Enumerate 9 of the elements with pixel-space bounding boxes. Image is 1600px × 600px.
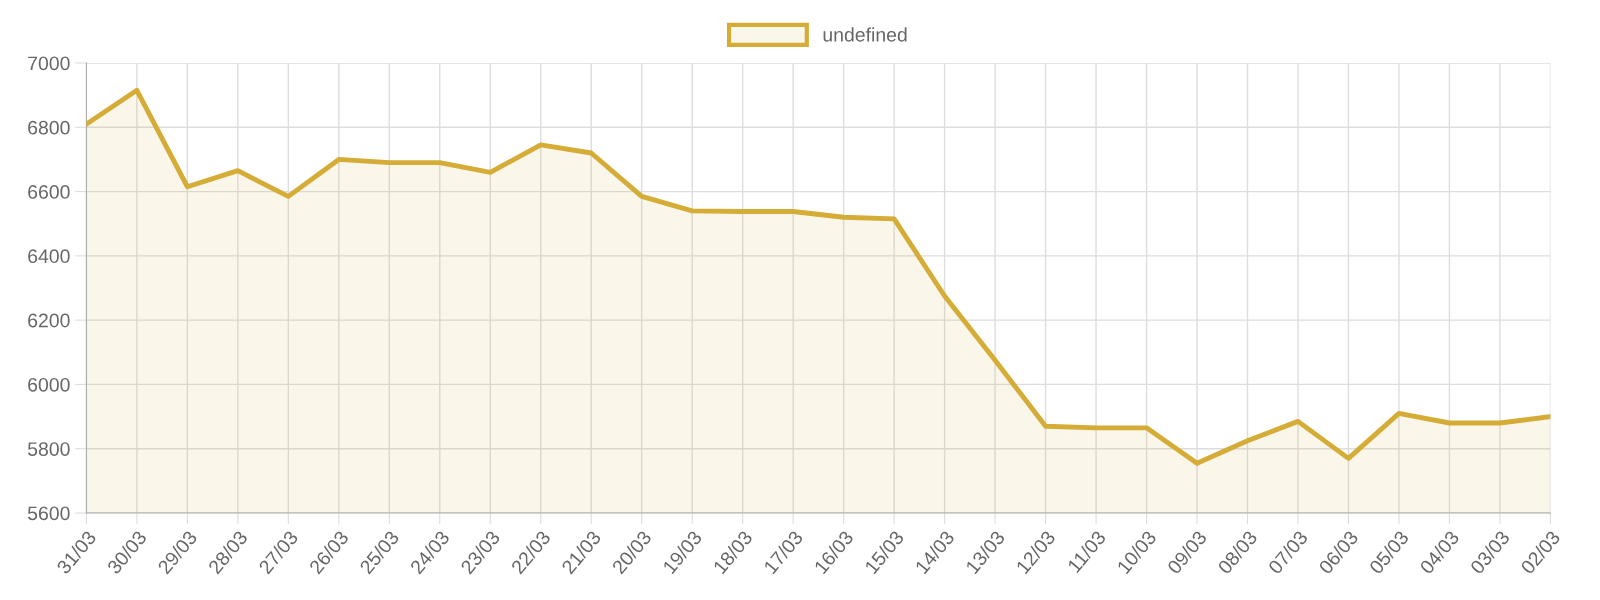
y-tick-label: 6000 [28,377,70,392]
y-tick-label: 6400 [28,249,70,264]
y-tick-label: 6600 [28,185,70,199]
y-tick-label: 5600 [27,506,70,521]
y-tick-label: 6200 [28,313,70,328]
y-tick-label: 5800 [27,442,70,456]
y-tick-label: 7000 [28,56,70,71]
legend-label: undefined [823,27,907,42]
y-tick-label: 6800 [28,120,70,135]
